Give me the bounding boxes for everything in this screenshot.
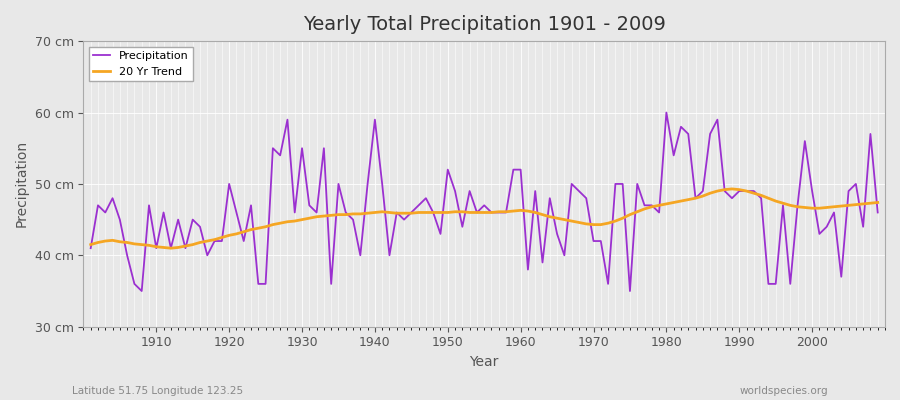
20 Yr Trend [144,243,155,248]
Legend: Precipitation, 20 Yr Trend: Precipitation, 20 Yr Trend [89,47,194,81]
Precipitation [311,210,322,215]
Line: 20 Yr Trend: 20 Yr Trend [91,189,878,248]
Precipitation [610,182,621,186]
20 Yr Trend [515,208,526,213]
20 Yr Trend [726,186,737,191]
Line: Precipitation: Precipitation [91,112,878,291]
Precipitation [136,289,147,294]
Precipitation [151,246,162,250]
Precipitation [355,253,365,258]
20 Yr Trend [86,242,96,247]
Precipitation [872,210,883,215]
20 Yr Trend [523,209,534,214]
Text: Latitude 51.75 Longitude 123.25: Latitude 51.75 Longitude 123.25 [72,386,243,396]
Title: Yearly Total Precipitation 1901 - 2009: Yearly Total Precipitation 1901 - 2009 [302,15,666,34]
Precipitation [523,267,534,272]
20 Yr Trend [872,200,883,205]
Text: worldspecies.org: worldspecies.org [740,386,828,396]
Precipitation [515,167,526,172]
20 Yr Trend [610,219,621,224]
X-axis label: Year: Year [470,355,499,369]
20 Yr Trend [166,246,176,250]
Precipitation [661,110,671,115]
Precipitation [86,246,96,250]
20 Yr Trend [311,214,322,219]
Y-axis label: Precipitation: Precipitation [15,140,29,228]
20 Yr Trend [355,212,365,216]
